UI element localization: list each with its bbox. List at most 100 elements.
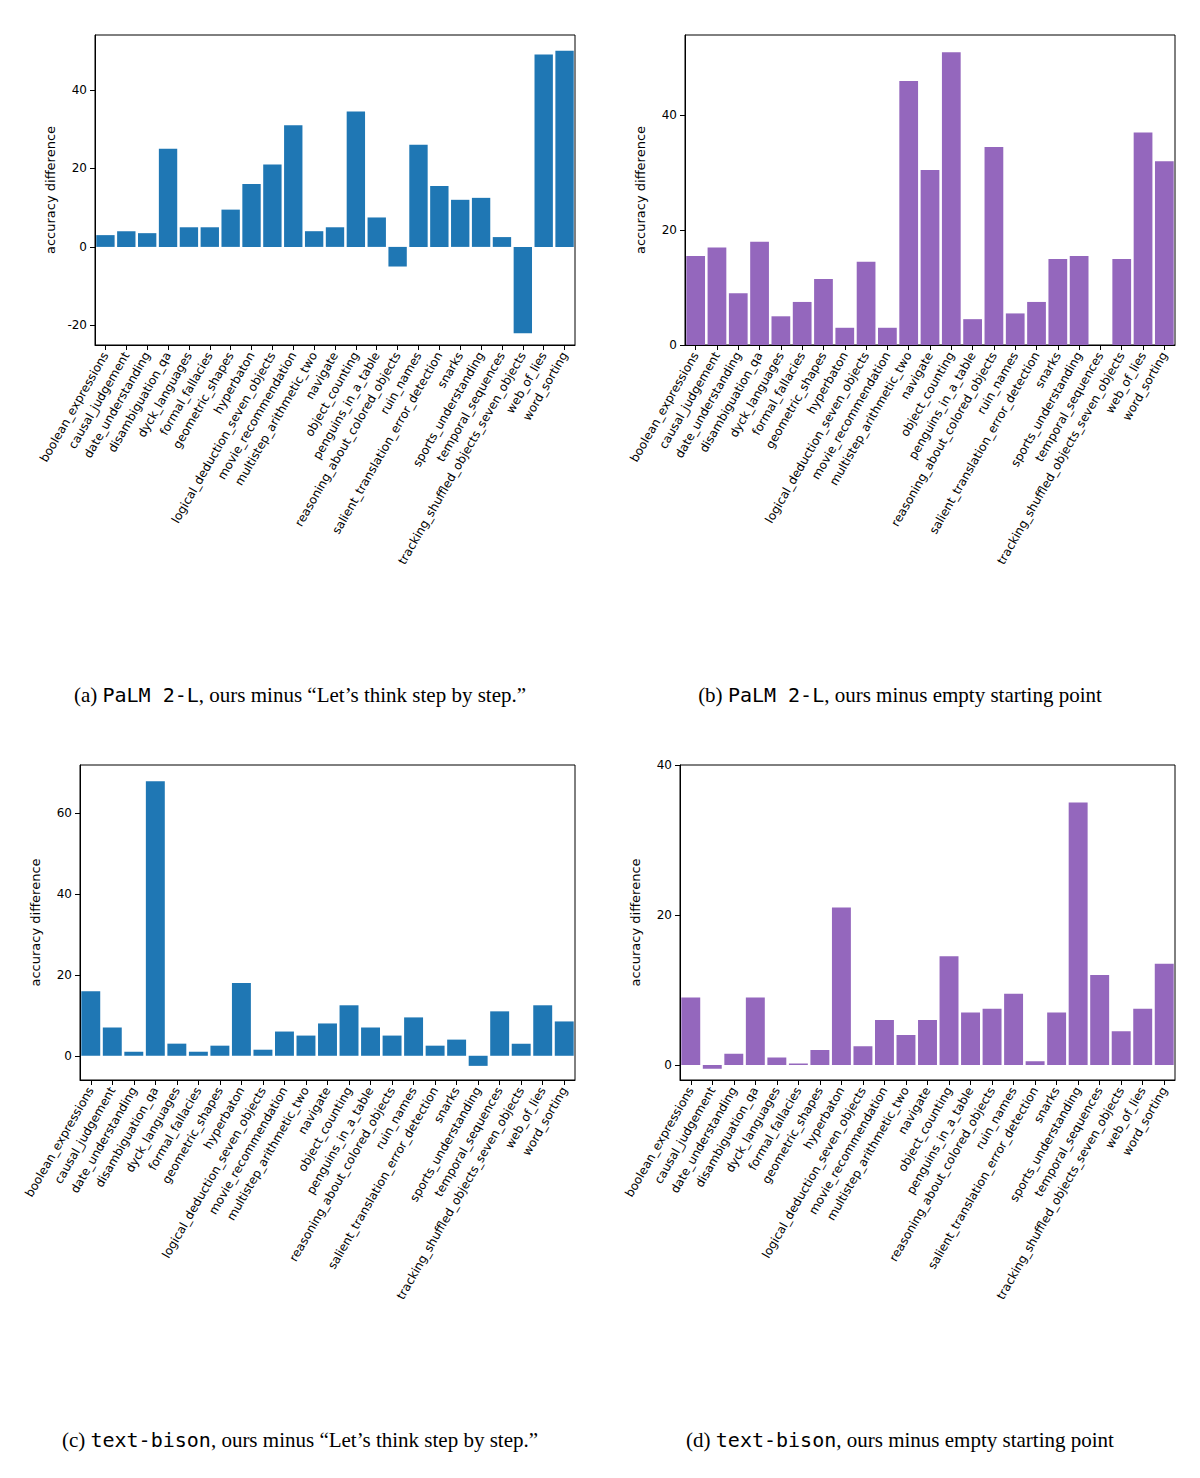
svg-text:causal_judgement: causal_judgement [656,349,723,452]
svg-text:dyck_languages: dyck_languages [122,1084,183,1175]
svg-text:movie_recommendation: movie_recommendation [205,1084,291,1218]
svg-text:hyperbaton: hyperbaton [804,349,851,417]
svg-text:date_understanding: date_understanding [667,1084,740,1196]
svg-text:temporal_sequences: temporal_sequences [1032,349,1107,465]
svg-text:date_understanding: date_understanding [67,1084,140,1196]
svg-text:word_sorting: word_sorting [520,1084,571,1158]
svg-text:tracking_shuffled_objects_seve: tracking_shuffled_objects_seven_objects [994,349,1128,566]
svg-text:object_counting: object_counting [302,349,362,439]
svg-text:multistep_arithmetic_two: multistep_arithmetic_two [232,349,320,488]
svg-text:logical_deduction_seven_object: logical_deduction_seven_objects [762,349,873,526]
svg-text:logical_deduction_seven_object: logical_deduction_seven_objects [159,1084,269,1261]
svg-text:penguins_in_a_table: penguins_in_a_table [309,349,383,462]
svg-text:boolean_expressions: boolean_expressions [22,1084,97,1200]
svg-text:20: 20 [662,223,677,237]
svg-text:ruin_names: ruin_names [974,349,1022,417]
svg-text:geometric_shapes: geometric_shapes [159,1084,226,1187]
svg-text:logical_deduction_seven_object: logical_deduction_seven_objects [168,349,279,526]
svg-text:causal_judgement: causal_judgement [651,1084,719,1187]
svg-text:tracking_shuffled_objects_seve: tracking_shuffled_objects_seven_objects [994,1084,1128,1301]
svg-text:object_counting: object_counting [895,1084,956,1174]
svg-text:object_counting: object_counting [897,349,958,439]
svg-text:geometric_shapes: geometric_shapes [762,349,830,452]
svg-text:salient_translation_error_dete: salient_translation_error_detection [329,349,446,537]
svg-text:boolean_expressions: boolean_expressions [627,349,702,465]
svg-text:hyperbaton: hyperbaton [200,1084,248,1152]
svg-text:ruin_names: ruin_names [372,1084,420,1152]
svg-text:word_sorting: word_sorting [1120,1084,1171,1158]
svg-text:accuracy difference: accuracy difference [633,126,648,254]
svg-text:hyperbaton: hyperbaton [800,1084,848,1152]
svg-text:word_sorting: word_sorting [1120,349,1171,423]
svg-text:40: 40 [72,83,87,97]
svg-text:20: 20 [657,908,672,922]
svg-text:0: 0 [64,1049,72,1063]
svg-text:word_sorting: word_sorting [520,349,571,423]
svg-text:temporal_sequences: temporal_sequences [1031,1084,1106,1200]
svg-text:-20: -20 [67,318,87,332]
svg-text:salient_translation_error_dete: salient_translation_error_detection [925,1084,1042,1272]
svg-text:salient_translation_error_dete: salient_translation_error_detection [926,349,1043,537]
svg-text:dyck_languages: dyck_languages [726,349,787,440]
svg-text:formal_fallacies: formal_fallacies [745,1084,805,1173]
svg-text:boolean_expressions: boolean_expressions [37,349,112,465]
svg-text:temporal_sequences: temporal_sequences [433,349,508,465]
svg-text:movie_recommendation: movie_recommendation [214,349,300,483]
svg-text:multistep_arithmetic_two: multistep_arithmetic_two [824,1084,912,1223]
svg-text:multistep_arithmetic_two: multistep_arithmetic_two [224,1084,312,1223]
svg-text:20: 20 [57,968,72,982]
svg-text:movie_recommendation: movie_recommendation [805,1084,891,1218]
svg-text:reasoning_about_colored_object: reasoning_about_colored_objects [886,1084,999,1264]
svg-text:formal_fallacies: formal_fallacies [145,1084,205,1173]
svg-text:tracking_shuffled_objects_seve: tracking_shuffled_objects_seven_objects [395,349,529,566]
svg-text:disambiguation_qa: disambiguation_qa [696,349,766,455]
svg-text:formal_fallacies: formal_fallacies [749,349,809,438]
svg-text:penguins_in_a_table: penguins_in_a_table [303,1084,377,1197]
svg-text:disambiguation_qa: disambiguation_qa [92,1084,162,1190]
svg-text:causal_judgement: causal_judgement [65,349,133,452]
svg-text:web_of_lies: web_of_lies [1102,349,1150,416]
svg-text:sports_understanding: sports_understanding [1007,1084,1085,1205]
svg-text:60: 60 [57,806,72,820]
svg-text:0: 0 [79,240,87,254]
svg-text:sports_understanding: sports_understanding [1008,349,1086,470]
svg-text:geometric_shapes: geometric_shapes [759,1084,826,1187]
svg-text:temporal_sequences: temporal_sequences [431,1084,506,1200]
svg-text:reasoning_about_colored_object: reasoning_about_colored_objects [888,349,1000,529]
svg-text:ruin_names: ruin_names [377,349,425,417]
svg-text:tracking_shuffled_objects_seve: tracking_shuffled_objects_seven_objects [394,1084,528,1301]
svg-text:web_of_lies: web_of_lies [503,349,550,416]
svg-text:object_counting: object_counting [295,1084,356,1174]
svg-text:reasoning_about_colored_object: reasoning_about_colored_objects [292,349,404,529]
svg-text:0: 0 [669,338,677,352]
svg-text:40: 40 [57,887,72,901]
svg-text:dyck_languages: dyck_languages [134,349,195,440]
svg-text:movie_recommendation: movie_recommendation [808,349,894,483]
svg-text:salient_translation_error_dete: salient_translation_error_detection [325,1084,442,1272]
svg-text:hyperbaton: hyperbaton [210,349,258,417]
svg-text:penguins_in_a_table: penguins_in_a_table [903,1084,977,1197]
svg-text:disambiguation_qa: disambiguation_qa [105,349,175,455]
svg-text:accuracy difference: accuracy difference [628,858,643,986]
svg-text:sports_understanding: sports_understanding [409,349,488,470]
svg-text:formal_fallacies: formal_fallacies [156,349,216,438]
svg-text:multistep_arithmetic_two: multistep_arithmetic_two [827,349,915,488]
svg-text:penguins_in_a_table: penguins_in_a_table [905,349,979,462]
svg-text:0: 0 [664,1058,672,1072]
svg-text:accuracy difference: accuracy difference [43,126,58,254]
svg-text:ruin_names: ruin_names [972,1084,1020,1152]
svg-text:sports_understanding: sports_understanding [407,1084,485,1205]
svg-text:geometric_shapes: geometric_shapes [169,349,237,452]
svg-text:dyck_languages: dyck_languages [722,1084,783,1175]
svg-text:boolean_expressions: boolean_expressions [622,1084,697,1200]
svg-text:causal_judgement: causal_judgement [51,1084,119,1187]
svg-text:date_understanding: date_understanding [81,349,154,461]
svg-text:40: 40 [662,108,677,122]
svg-text:20: 20 [72,161,87,175]
svg-text:reasoning_about_colored_object: reasoning_about_colored_objects [286,1084,399,1264]
svg-text:disambiguation_qa: disambiguation_qa [692,1084,762,1190]
svg-text:accuracy difference: accuracy difference [28,858,43,986]
svg-text:logical_deduction_seven_object: logical_deduction_seven_objects [759,1084,869,1261]
svg-text:40: 40 [657,758,672,772]
svg-text:date_understanding: date_understanding [672,349,745,461]
